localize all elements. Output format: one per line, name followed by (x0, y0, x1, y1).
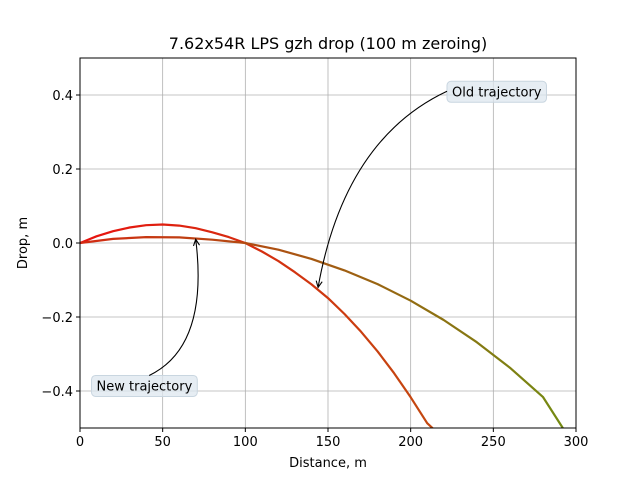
annotation-label: New trajectory (97, 379, 193, 394)
x-tick-label: 150 (316, 435, 341, 450)
annotations: Old trajectory New trajectory (91, 80, 547, 397)
annotation-arrow (317, 90, 448, 288)
y-tick-label: −0.2 (41, 311, 73, 326)
x-tick-label: 250 (481, 435, 506, 450)
y-tick-label: 0.4 (52, 89, 73, 104)
annotation-box (91, 374, 198, 397)
y-tick-label: 0.0 (52, 237, 73, 252)
y-tick-label: −0.4 (41, 385, 73, 400)
series-layer (80, 223, 564, 428)
ticks: 0 50 100 150 200 250 300 −0.4 −0.2 0.0 0.2 0.4 (41, 89, 588, 450)
series-line-2 (80, 236, 564, 428)
annotation-1: Old trajectory (315, 80, 547, 289)
chart-title: 7.62x54R LPS gzh drop (100 m zeroing) (169, 34, 487, 53)
series-line-1 (80, 223, 435, 428)
annotation-arrowhead (315, 280, 323, 289)
x-tick-label: 0 (76, 435, 84, 450)
x-tick-label: 200 (398, 435, 423, 450)
annotation-label: Old trajectory (452, 85, 542, 100)
x-tick-label: 50 (154, 435, 171, 450)
x-tick-label: 300 (564, 435, 589, 450)
annotation-2: New trajectory (91, 238, 200, 397)
annotation-arrowhead (192, 238, 200, 247)
y-tick-label: 0.2 (52, 163, 73, 178)
x-axis-label: Distance, m (289, 456, 367, 471)
x-tick-label: 100 (233, 435, 258, 450)
y-axis-label: Drop, m (16, 217, 31, 269)
annotation-arrow (148, 239, 199, 376)
